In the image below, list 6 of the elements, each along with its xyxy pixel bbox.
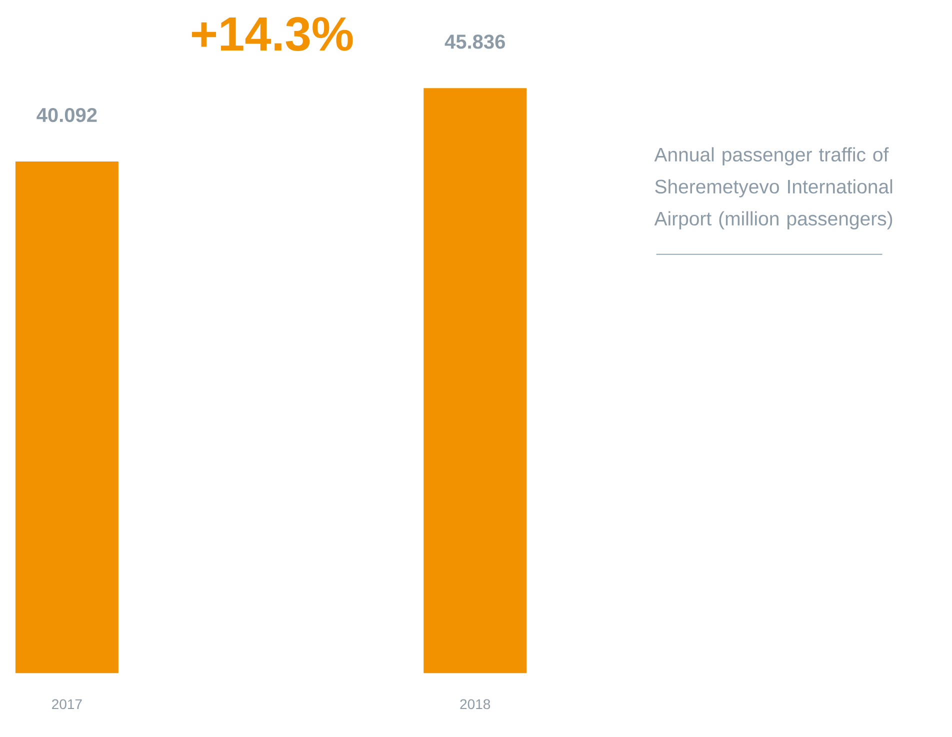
x-tick-label: 2018	[460, 699, 490, 710]
data-label: 45.836	[444, 34, 505, 49]
x-tick-label: 2017	[52, 699, 82, 710]
text: +14.3%	[192, 16, 353, 52]
text: Annual passenger traffic of Sheremetyevo International Airport (million passengers)	[654, 147, 892, 230]
data-label: 40.092	[36, 108, 97, 122]
